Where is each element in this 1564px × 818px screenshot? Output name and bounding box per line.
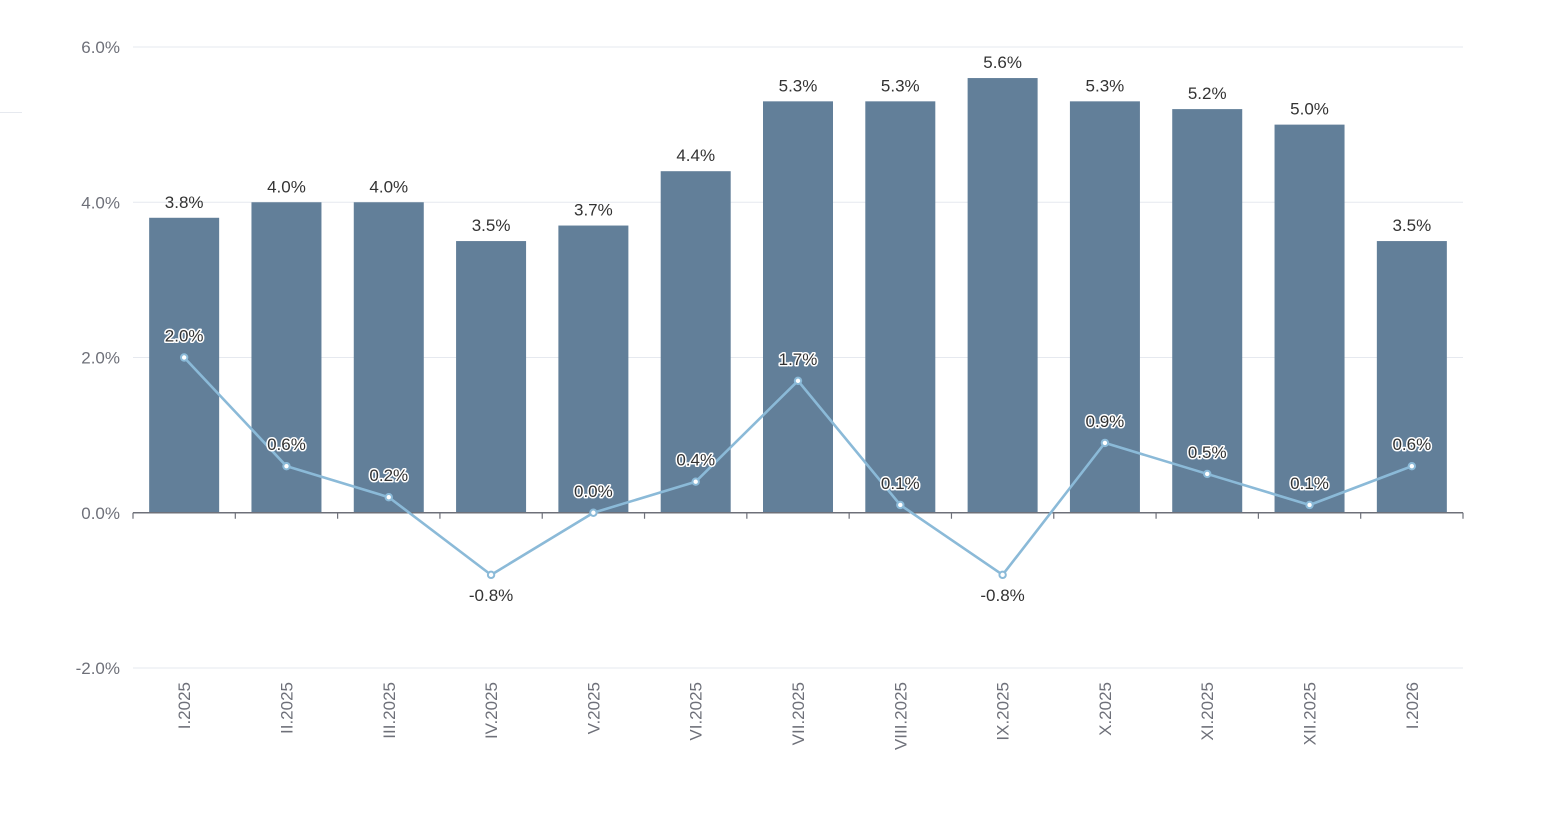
line-series [179, 353, 1417, 580]
y-tick-label: -2.0% [76, 659, 120, 678]
bar [660, 171, 731, 513]
bar-value-label: 5.3% [1086, 76, 1125, 95]
bar [1172, 109, 1243, 513]
line-point [691, 477, 700, 486]
bar [967, 78, 1038, 513]
bar-value-label: 5.2% [1188, 84, 1227, 103]
x-axis [132, 512, 1464, 519]
line-value-label: 0.4% [676, 451, 715, 470]
x-tick-label: XII.2025 [1301, 682, 1320, 745]
x-tick-label: IV.2025 [482, 682, 501, 739]
bar [1376, 241, 1447, 513]
line-point [384, 493, 393, 502]
bar [149, 217, 220, 513]
line-value-label: -0.8% [469, 586, 513, 605]
x-tick-label: XI.2025 [1198, 682, 1217, 741]
line-point [179, 353, 189, 362]
x-tick-label: VII.2025 [789, 682, 808, 745]
bar-value-label: 3.8% [165, 193, 204, 212]
x-tick-label: X.2025 [1096, 682, 1115, 736]
y-tick-label: 0.0% [81, 504, 120, 523]
bar [251, 202, 322, 513]
bar-value-label: 5.0% [1290, 100, 1329, 119]
bar-value-label: 5.3% [779, 76, 818, 95]
x-tick-label: II.2025 [277, 682, 296, 734]
x-tick-label: IX.2025 [994, 682, 1013, 741]
bar [1274, 124, 1345, 513]
line-point [896, 500, 905, 510]
line-value-label: 0.6% [267, 435, 306, 454]
bar-value-label: 4.0% [267, 177, 306, 196]
x-axis-ticks: I.2025 II.2025 III.2025 IV.2025 V.2025 VI.202… [175, 682, 1422, 750]
line-value-label: -0.8% [980, 586, 1024, 605]
line-point [486, 570, 496, 580]
line-value-label: 1.7% [779, 350, 818, 369]
y-tick-label: 6.0% [81, 38, 120, 57]
line-value-label: 2.0% [165, 327, 204, 346]
bar [456, 241, 527, 513]
line-value-labels: 2.0% 0.6% 0.2% -0.8% 0.0% 0.4% 1.7% 0.1% -0.8% 0.… [163, 325, 1432, 605]
bar [763, 101, 833, 513]
bar-value-labels: 3.8% 4.0% 4.0% 3.5% 3.7% 4.4% 5.3% 5.3% 5.6% 5.3%… [165, 53, 1431, 235]
line-value-label: 0.9% [1086, 412, 1125, 431]
line-value-label: 0.1% [881, 474, 920, 493]
corner-divider [0, 112, 22, 113]
bar-value-label: 5.6% [983, 53, 1022, 72]
x-tick-label: III.2025 [380, 682, 399, 739]
line-point [1305, 500, 1314, 510]
line-point [282, 461, 291, 471]
x-tick-label: VI.2025 [687, 682, 706, 741]
x-tick-label: V.2025 [584, 682, 603, 734]
line-point [589, 508, 598, 517]
line-value-label: 0.1% [1290, 474, 1329, 493]
y-tick-label: 2.0% [81, 349, 120, 368]
bar-series [149, 78, 1447, 513]
line-value-label: 0.5% [1188, 443, 1227, 462]
bar-value-label: 5.3% [881, 76, 920, 95]
line-value-label: 0.2% [369, 466, 408, 485]
line-point [1100, 438, 1110, 448]
line-point [1203, 469, 1212, 479]
bar-value-label: 4.0% [369, 177, 408, 196]
bar-value-label: 3.7% [574, 201, 613, 220]
x-tick-label: VIII.2025 [891, 682, 910, 750]
bar-value-label: 4.4% [676, 146, 715, 165]
bar-value-label: 3.5% [472, 216, 511, 235]
bar [558, 225, 629, 513]
x-tick-label: I.2026 [1403, 682, 1422, 729]
y-tick-label: 4.0% [81, 193, 120, 212]
line-point [1407, 461, 1417, 471]
line-point [793, 376, 803, 385]
line-point [998, 570, 1007, 580]
line-value-label: 0.0% [574, 482, 613, 501]
line-value-label: 0.6% [1392, 435, 1431, 454]
bar-value-label: 3.5% [1392, 216, 1431, 235]
bar [353, 202, 424, 513]
bar [865, 101, 936, 513]
x-tick-label: I.2025 [175, 682, 194, 729]
y-axis-ticks: -2.0% 0.0% 2.0% 4.0% 6.0% [76, 38, 120, 678]
